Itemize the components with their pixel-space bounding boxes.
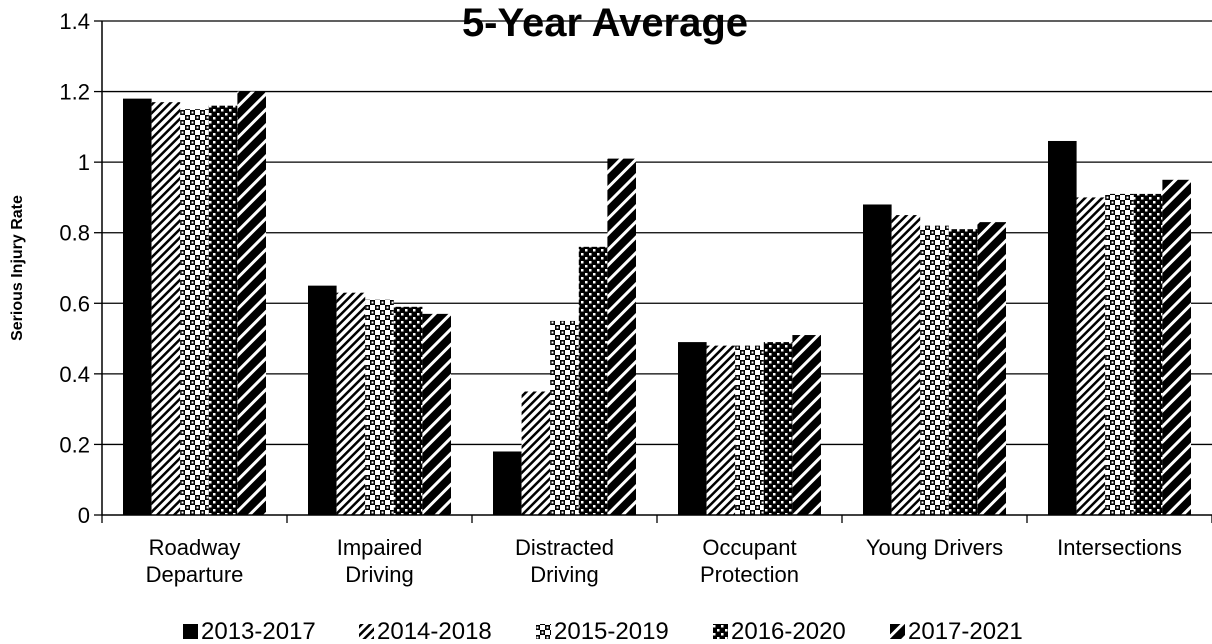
legend-swatch xyxy=(183,624,198,639)
bar xyxy=(208,105,238,515)
chart-title: 5-Year Average xyxy=(462,1,748,45)
legend-label: 2016-2020 xyxy=(731,618,846,644)
y-tick-label: 0.6 xyxy=(59,291,90,316)
legend-swatch xyxy=(890,624,905,639)
y-axis-ticks: 0 0.2 0.4 0.6 0.8 1 1.2 1.4 xyxy=(59,9,102,528)
bar xyxy=(1133,193,1163,515)
bar xyxy=(706,345,736,515)
bar xyxy=(180,109,209,515)
bar xyxy=(735,345,764,515)
x-tick-label: Distracted Driving xyxy=(515,535,614,587)
bar xyxy=(1048,140,1077,515)
bar xyxy=(422,313,451,515)
legend-swatch xyxy=(713,624,728,639)
bar xyxy=(493,451,522,515)
bar xyxy=(123,98,152,515)
legend-item: 2015-2019 xyxy=(536,618,669,644)
legend-swatch xyxy=(359,624,374,639)
bar xyxy=(237,91,266,516)
bar xyxy=(550,320,579,515)
bar xyxy=(308,285,337,515)
bar xyxy=(521,391,551,515)
x-tick-label: Intersections xyxy=(1057,535,1182,560)
y-tick-label: 1 xyxy=(78,150,90,175)
legend-item: 2014-2018 xyxy=(359,618,492,644)
x-tick-label: Occupant Protection xyxy=(700,535,799,587)
y-axis-label: Serious Injury Rate xyxy=(9,195,26,341)
x-axis-labels: Roadway Departure Impaired Driving Distracte… xyxy=(146,535,1182,587)
legend-item: 2017-2021 xyxy=(890,618,1023,644)
y-tick-label: 0.2 xyxy=(59,432,90,457)
bar xyxy=(365,299,394,515)
x-tick-label: Young Drivers xyxy=(866,535,1003,560)
bars xyxy=(123,91,1191,516)
y-tick-label: 1.4 xyxy=(59,9,90,34)
legend-label: 2015-2019 xyxy=(554,618,669,644)
legend-label: 2014-2018 xyxy=(377,618,492,644)
bar xyxy=(151,102,181,516)
bar xyxy=(336,292,366,515)
axes xyxy=(101,21,1212,523)
bar xyxy=(763,342,793,515)
legend-label: 2017-2021 xyxy=(908,618,1023,644)
y-tick-label: 0.8 xyxy=(59,221,90,246)
bar xyxy=(863,204,892,515)
bar xyxy=(578,246,608,516)
y-tick-label: 0 xyxy=(78,503,90,528)
legend-item: 2013-2017 xyxy=(183,618,316,644)
bar xyxy=(792,335,821,515)
bar xyxy=(891,215,921,516)
legend-label: 2013-2017 xyxy=(201,618,316,644)
y-tick-label: 1.2 xyxy=(59,80,90,105)
x-tick-label: Roadway Departure xyxy=(146,535,244,587)
bar xyxy=(1076,197,1106,515)
bar xyxy=(920,225,949,515)
bar xyxy=(607,158,636,515)
bar xyxy=(678,342,707,515)
bar xyxy=(1162,179,1191,516)
y-tick-label: 0.4 xyxy=(59,362,90,387)
legend-swatch xyxy=(536,624,551,639)
legend-item: 2016-2020 xyxy=(713,618,846,644)
gridlines xyxy=(102,20,1212,446)
bar xyxy=(948,229,978,515)
x-tick-label: Impaired Driving xyxy=(337,535,423,587)
bar xyxy=(977,222,1006,515)
bar xyxy=(1105,193,1134,515)
bar xyxy=(393,306,423,515)
legend: 2013-2017 2014-2018 2015-2019 2016-2020 2017… xyxy=(183,618,1023,644)
